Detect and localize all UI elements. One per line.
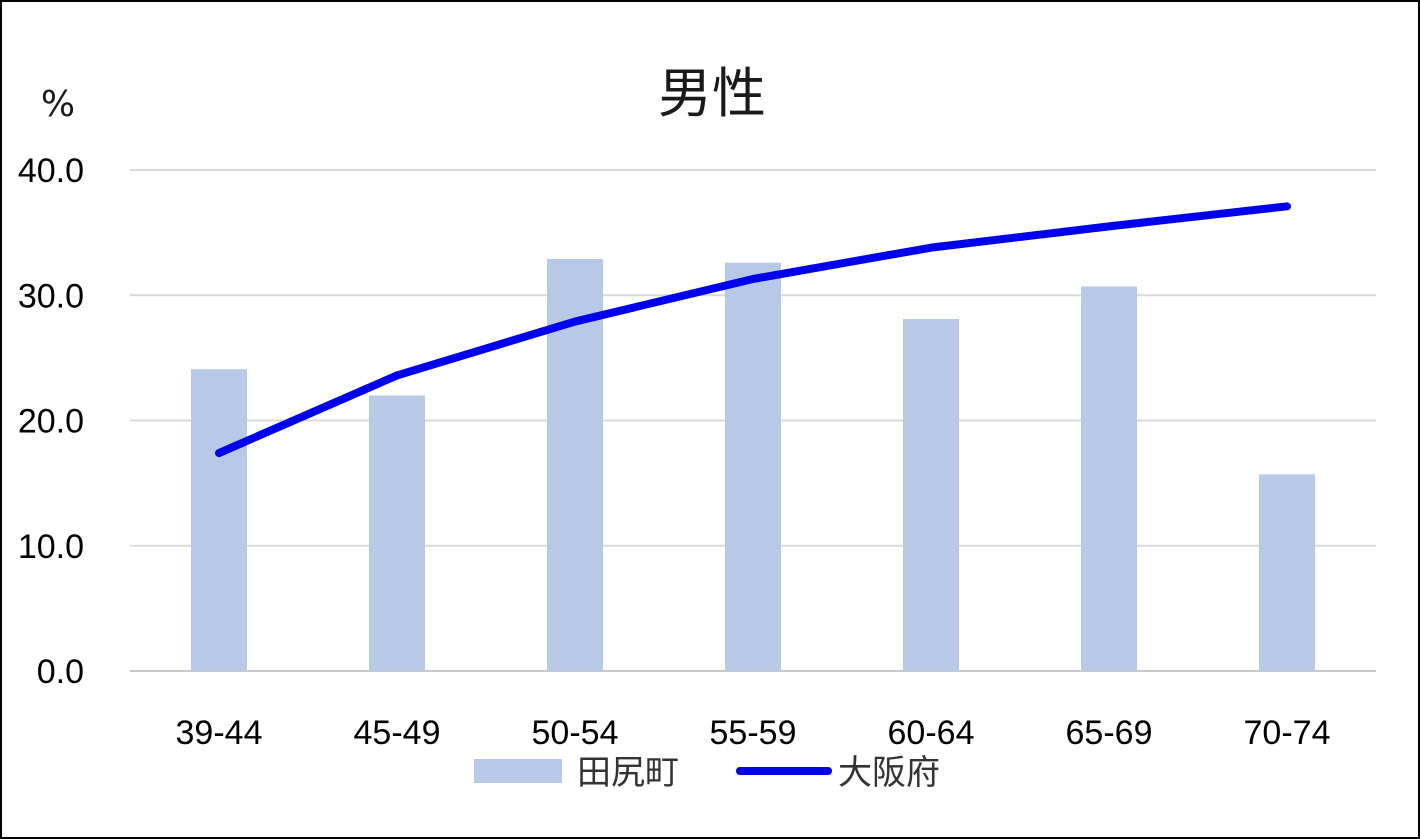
bar	[191, 369, 247, 671]
x-axis-ticks: 39-44 45-49 50-54 55-59 60-64 65-69 70-74	[176, 714, 1331, 752]
x-tick-label: 60-64	[888, 714, 975, 752]
legend: 田尻町 大阪府	[474, 753, 940, 793]
bar	[725, 262, 781, 671]
y-tick-label: 0.0	[37, 653, 84, 691]
legend-label-bar: 田尻町	[577, 753, 679, 793]
x-tick-label: 39-44	[176, 714, 263, 752]
y-tick-label: 20.0	[18, 403, 84, 441]
y-axis-ticks: 0.0 10.0 20.0 30.0 40.0	[18, 152, 84, 691]
bar	[1081, 286, 1137, 671]
x-tick-label: 70-74	[1244, 714, 1331, 752]
x-tick-label: 50-54	[532, 714, 619, 752]
bar-series	[191, 258, 1315, 671]
legend-swatch-bar	[474, 759, 562, 783]
bar	[369, 395, 425, 671]
x-tick-label: 55-59	[710, 714, 797, 752]
line-series	[215, 202, 1291, 458]
y-tick-label: 10.0	[18, 528, 84, 566]
bar	[1259, 474, 1315, 671]
y-tick-label: 40.0	[18, 152, 84, 190]
x-tick-label: 45-49	[354, 714, 441, 752]
y-axis-unit-label: %	[41, 84, 75, 125]
legend-label-line: 大阪府	[838, 753, 940, 793]
y-tick-label: 30.0	[18, 277, 84, 315]
chart-title: 男性	[658, 62, 766, 125]
bar	[903, 319, 959, 671]
x-tick-label: 65-69	[1066, 714, 1153, 752]
